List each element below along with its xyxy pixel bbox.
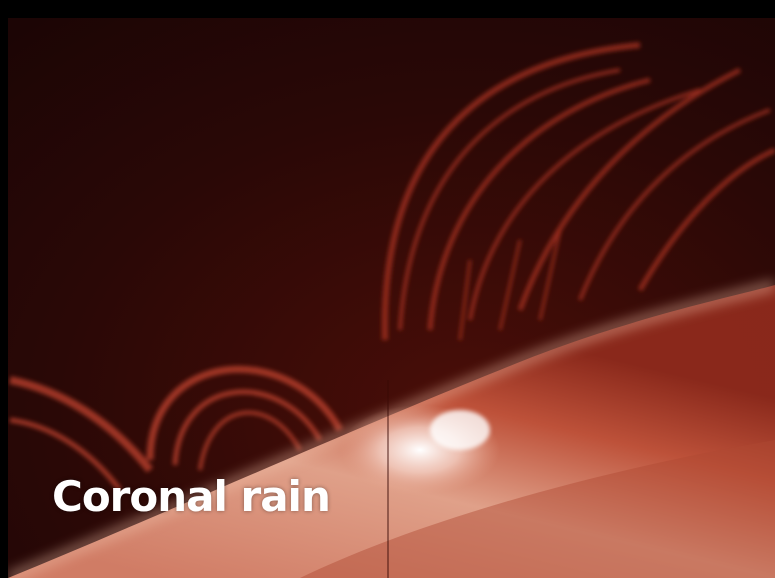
caption: Coronal rain — [52, 472, 331, 521]
